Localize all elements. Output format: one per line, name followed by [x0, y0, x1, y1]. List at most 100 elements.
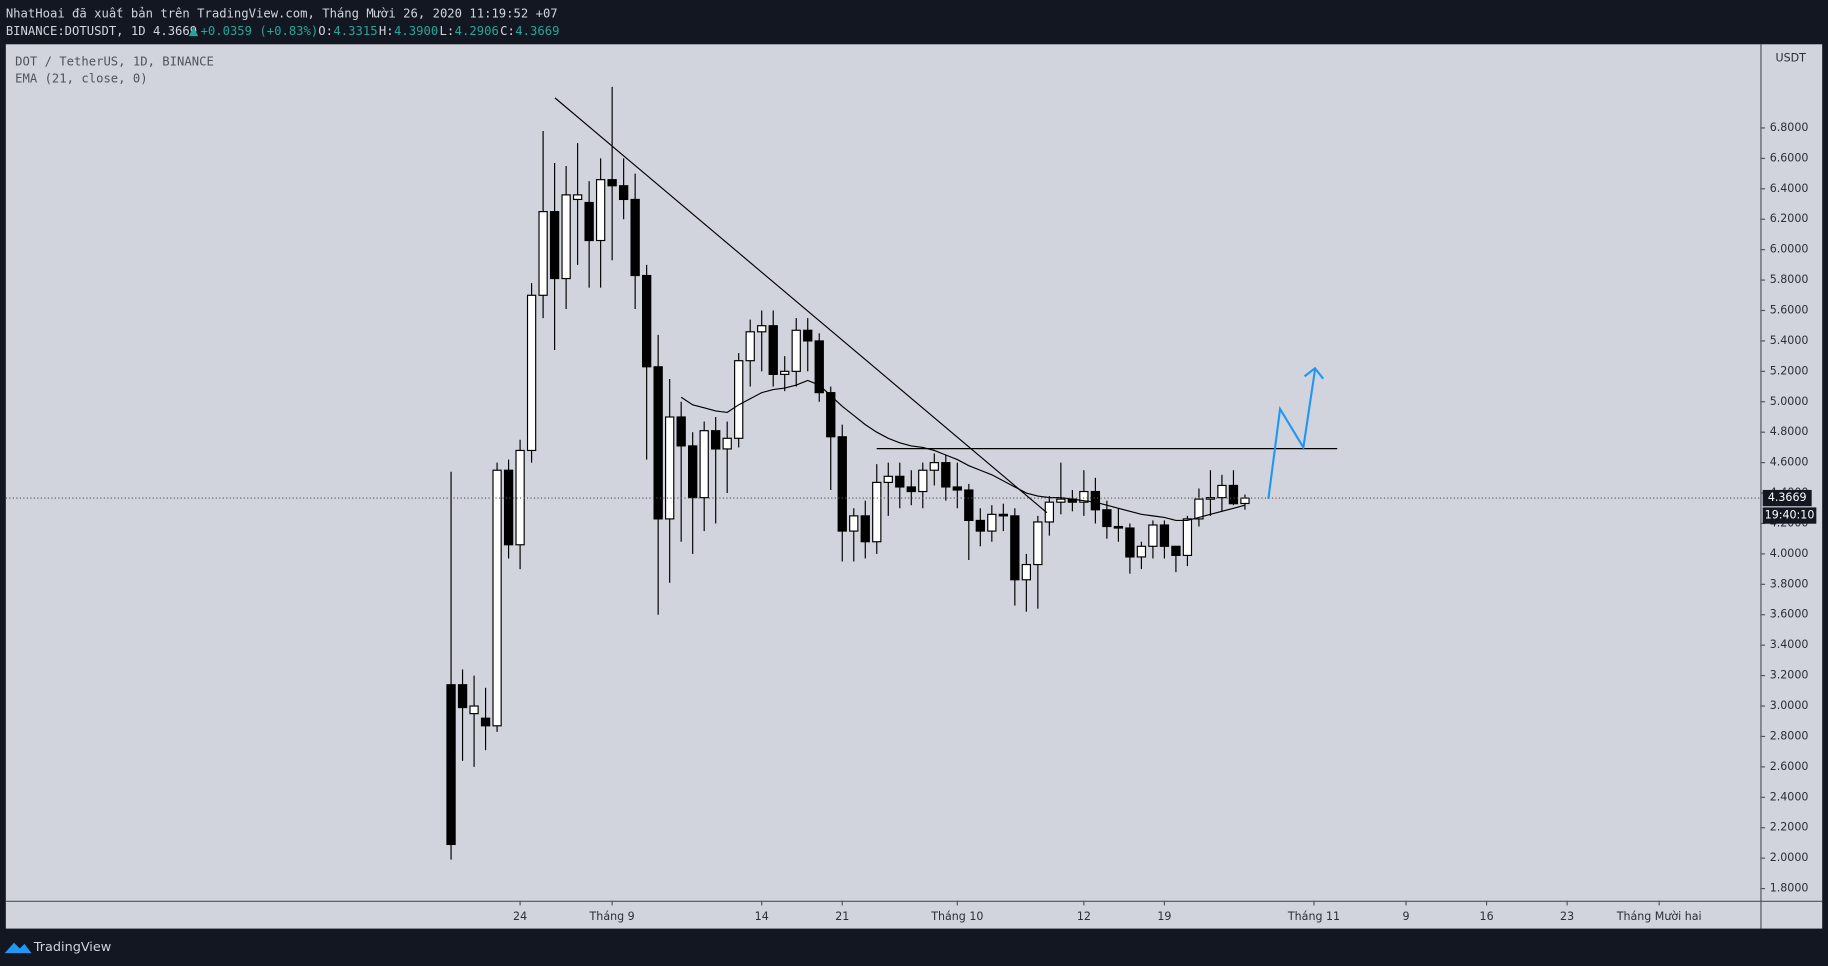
- candle-body: [734, 360, 744, 439]
- candle-body: [918, 469, 928, 493]
- candle-body: [526, 294, 537, 452]
- candle-body: [641, 274, 652, 368]
- y-tick-label: 2.2000: [1770, 821, 1809, 834]
- header-change: +0.0359 (+0.83%): [201, 24, 319, 38]
- brand-logo: [4, 942, 32, 954]
- footer: [0, 928, 1828, 966]
- y-tick-label: 5.4000: [1770, 334, 1809, 347]
- candle-body: [457, 684, 468, 709]
- candle-body: [469, 705, 479, 715]
- y-tick-label: 3.8000: [1770, 577, 1809, 590]
- candle-body: [676, 416, 686, 447]
- y-tick-label: 5.8000: [1770, 273, 1809, 286]
- x-tick-label: 21: [835, 910, 849, 923]
- y-tick-label: 5.6000: [1770, 304, 1809, 317]
- candle-body: [688, 445, 698, 499]
- candle-body: [630, 198, 640, 277]
- y-tick-label: 3.2000: [1770, 669, 1809, 682]
- up-triangle: [188, 26, 199, 37]
- y-tick-label: 2.8000: [1770, 729, 1809, 742]
- y-tick-label: 4.8000: [1770, 425, 1809, 438]
- x-tick-label: 19: [1157, 910, 1171, 923]
- trend-line: [554, 97, 1048, 514]
- candle-body: [826, 392, 836, 438]
- candle-body: [699, 430, 709, 499]
- candle-body: [791, 329, 801, 372]
- candle-body: [711, 430, 721, 450]
- x-tick-label: 12: [1077, 910, 1091, 923]
- candle-body: [964, 489, 974, 522]
- y-tick-label: 6.0000: [1770, 243, 1809, 256]
- x-tick-label: 14: [755, 910, 769, 923]
- candle-body: [1159, 524, 1170, 547]
- countdown-box: [1762, 507, 1817, 524]
- countdown: 19:40:10: [1765, 509, 1815, 522]
- x-tick-label: Tháng 10: [930, 910, 983, 923]
- y-tick-label: 2.4000: [1770, 790, 1809, 803]
- candle-body: [653, 366, 663, 520]
- candle-body: [849, 515, 859, 532]
- candle-body: [1056, 498, 1066, 503]
- candle-body: [446, 684, 456, 846]
- plot: [446, 86, 1250, 860]
- candle-body: [757, 325, 767, 333]
- ohlc-label: O:: [318, 24, 333, 38]
- candle-body: [987, 513, 997, 532]
- header-symbol: BINANCE:DOTUSDT, 1D 4.3669: [6, 24, 197, 38]
- candle-body: [1136, 545, 1147, 558]
- x-tick-label: Tháng Mười hai: [1616, 910, 1702, 923]
- candle-body: [1171, 545, 1181, 557]
- candle-body: [1240, 497, 1250, 505]
- candle-body: [492, 469, 502, 727]
- y-tick-label: 3.4000: [1770, 638, 1809, 651]
- x-tick-label: 16: [1480, 910, 1494, 923]
- candle-body: [1148, 524, 1158, 547]
- ohlc-label: L:: [440, 24, 455, 38]
- candle-body: [665, 416, 675, 520]
- y-tick-label: 3.0000: [1770, 699, 1809, 712]
- candle-body: [929, 462, 939, 471]
- candle-body: [768, 325, 778, 375]
- legend-ema: EMA (21, close, 0): [15, 72, 147, 86]
- y-tick-label: 3.6000: [1770, 608, 1809, 621]
- candle-body: [722, 437, 732, 450]
- y-tick-label: 4.6000: [1770, 456, 1809, 469]
- candle-body: [572, 194, 583, 201]
- x-tick-label: Tháng 11: [1287, 910, 1340, 923]
- candle-body: [503, 469, 514, 546]
- candle-body: [906, 486, 916, 493]
- candle-body: [780, 370, 790, 375]
- x-tick-label: Tháng 9: [589, 910, 635, 923]
- candle-body: [595, 179, 606, 242]
- candle-body: [803, 329, 813, 342]
- x-tick-label: 24: [513, 910, 527, 923]
- last-price-box: [1762, 489, 1812, 507]
- ohlc-value: 4.3315: [333, 24, 377, 38]
- candle-body: [837, 436, 847, 532]
- candle-body: [1010, 515, 1020, 581]
- last-price-label: 4.3669: [1768, 491, 1807, 504]
- ema-line: [680, 379, 1246, 522]
- candle-body: [952, 486, 962, 491]
- y-tick-label: 2.6000: [1770, 760, 1809, 773]
- y-tick-label: 6.8000: [1770, 121, 1809, 134]
- candle-body: [607, 179, 617, 187]
- candle-body: [883, 475, 893, 483]
- y-tick-label: 2.0000: [1770, 851, 1809, 864]
- candle-body: [975, 519, 985, 532]
- candle-body: [1090, 490, 1101, 511]
- candle-body: [814, 340, 824, 394]
- ohlc-label: C:: [500, 24, 515, 38]
- candle-body: [1125, 527, 1135, 558]
- y-tick-label: 5.2000: [1770, 364, 1809, 377]
- y-tick-label: 5.0000: [1770, 395, 1809, 408]
- y-tick-label: 6.6000: [1770, 151, 1809, 164]
- candle-body: [1113, 525, 1124, 529]
- y-tick-label: 6.2000: [1770, 212, 1809, 225]
- candle-body: [895, 475, 905, 488]
- candle-body: [1021, 563, 1032, 581]
- arrow-head: [1303, 366, 1325, 380]
- candle-body: [480, 717, 491, 727]
- candle-body: [1079, 490, 1089, 503]
